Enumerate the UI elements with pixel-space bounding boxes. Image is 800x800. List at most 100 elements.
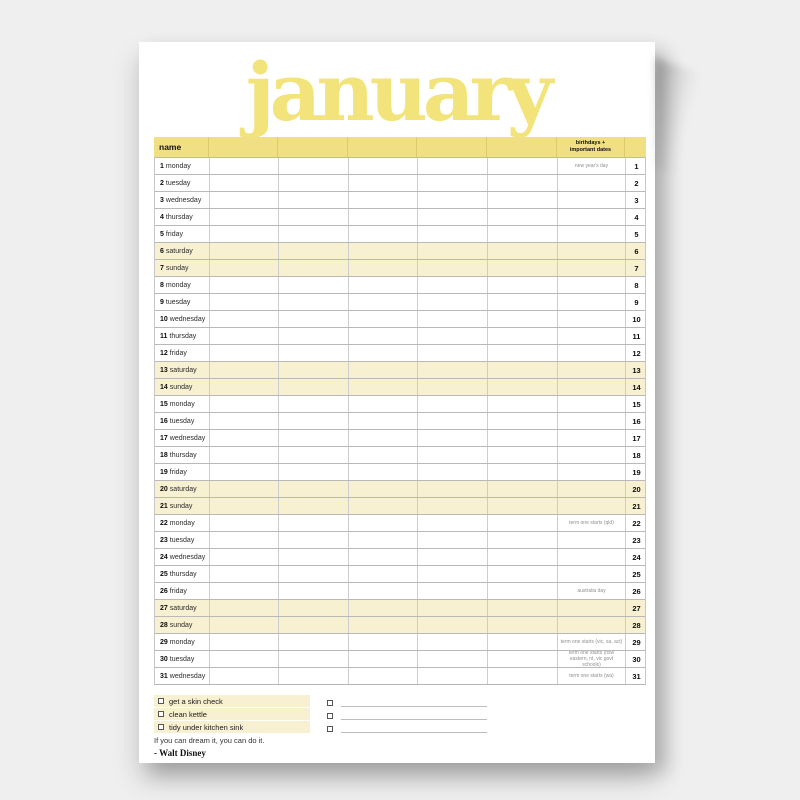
entry-cell bbox=[488, 243, 558, 259]
month-title: january bbox=[245, 45, 554, 139]
entry-cell bbox=[349, 294, 418, 310]
entry-cell bbox=[418, 379, 488, 395]
checkbox-icon[interactable] bbox=[327, 713, 333, 719]
day-number: 8 bbox=[634, 280, 639, 290]
day-label: 23 tuesday bbox=[155, 532, 210, 548]
calendar-row-29: 29 monday term one starts (vic, sa, act) 29 bbox=[155, 633, 645, 650]
day-label: 2 tuesday bbox=[155, 175, 210, 191]
day-label: 22 monday bbox=[155, 515, 210, 531]
entry-cell bbox=[418, 464, 488, 480]
entry-cell bbox=[418, 328, 488, 344]
entry-cell bbox=[488, 379, 558, 395]
entry-cell bbox=[349, 600, 418, 616]
calendar-row-25: 25 thursday 25 bbox=[155, 565, 645, 582]
calendar-row-28: 28 sunday 28 bbox=[155, 616, 645, 633]
entry-cell bbox=[349, 260, 418, 276]
entry-cell bbox=[488, 447, 558, 463]
entry-cell bbox=[279, 566, 349, 582]
note-cell bbox=[558, 396, 626, 412]
entry-cell bbox=[418, 175, 488, 191]
note-cell: term one starts (qld) bbox=[558, 515, 626, 531]
entry-cell bbox=[279, 498, 349, 514]
entry-cell bbox=[418, 209, 488, 225]
entry-cell bbox=[488, 498, 558, 514]
entry-cell bbox=[488, 566, 558, 582]
entry-cell bbox=[210, 430, 279, 446]
calendar-row-8: 8 monday 8 bbox=[155, 276, 645, 293]
calendar-row-7: 7 sunday 7 bbox=[155, 259, 645, 276]
day-label: 27 saturday bbox=[155, 600, 210, 616]
checkbox-icon[interactable] bbox=[327, 726, 333, 732]
day-number: 13 bbox=[632, 365, 641, 375]
entry-cell bbox=[418, 311, 488, 327]
quote-text: If you can dream it, you can do it. bbox=[154, 736, 265, 745]
day-number: 2 bbox=[634, 178, 639, 188]
entry-cell bbox=[349, 226, 418, 242]
calendar-row-6: 6 saturday 6 bbox=[155, 242, 645, 259]
day-number: 25 bbox=[632, 569, 641, 579]
entry-cell bbox=[210, 260, 279, 276]
entry-cell bbox=[210, 532, 279, 548]
day-number: 15 bbox=[632, 399, 641, 409]
entry-cell bbox=[279, 311, 349, 327]
day-number: 31 bbox=[632, 671, 641, 681]
day-label: 19 friday bbox=[155, 464, 210, 480]
note-cell bbox=[558, 498, 626, 514]
entry-cell bbox=[279, 464, 349, 480]
calendar-row-21: 21 sunday 21 bbox=[155, 497, 645, 514]
entry-cell bbox=[418, 396, 488, 412]
day-label: 17 wednesday bbox=[155, 430, 210, 446]
day-label: 26 friday bbox=[155, 583, 210, 599]
entry-cell bbox=[279, 158, 349, 174]
entry-cell bbox=[349, 668, 418, 684]
day-number: 6 bbox=[634, 246, 639, 256]
calendar-row-14: 14 sunday 14 bbox=[155, 378, 645, 395]
calendar-row-3: 3 wednesday 3 bbox=[155, 191, 645, 208]
entry-cell bbox=[279, 413, 349, 429]
day-label: 30 tuesday bbox=[155, 651, 210, 667]
day-number: 26 bbox=[632, 586, 641, 596]
entry-cell bbox=[210, 277, 279, 293]
todo-label: tidy under kitchen sink bbox=[169, 722, 244, 732]
day-label: 18 thursday bbox=[155, 447, 210, 463]
entry-cell bbox=[279, 277, 349, 293]
entry-cell bbox=[279, 379, 349, 395]
entry-cell bbox=[349, 277, 418, 293]
day-label: 31 wednesday bbox=[155, 668, 210, 684]
entry-cell bbox=[418, 566, 488, 582]
daynum-column-header bbox=[625, 137, 646, 157]
entry-cell bbox=[488, 158, 558, 174]
checkbox-icon[interactable] bbox=[158, 698, 164, 704]
blank-todo-row bbox=[327, 721, 487, 733]
blank-write-line bbox=[341, 711, 487, 720]
calendar-row-31: 31 wednesday term one starts (wa) 31 bbox=[155, 667, 645, 684]
entry-cell bbox=[349, 311, 418, 327]
note-cell bbox=[558, 328, 626, 344]
calendar-row-16: 16 tuesday 16 bbox=[155, 412, 645, 429]
checkbox-icon[interactable] bbox=[158, 724, 164, 730]
note-cell bbox=[558, 617, 626, 633]
day-number: 27 bbox=[632, 603, 641, 613]
entry-cell bbox=[210, 328, 279, 344]
checkbox-icon[interactable] bbox=[158, 711, 164, 717]
entry-cell bbox=[488, 362, 558, 378]
entry-cell bbox=[418, 515, 488, 531]
header-spacer-cell bbox=[209, 137, 278, 157]
entry-cell bbox=[279, 549, 349, 565]
note-cell bbox=[558, 447, 626, 463]
note-cell bbox=[558, 379, 626, 395]
birthdays-column-header: birthdays + important dates bbox=[557, 137, 625, 157]
checkbox-icon[interactable] bbox=[327, 700, 333, 706]
todo-label: get a skin check bbox=[169, 696, 223, 706]
day-number: 4 bbox=[634, 212, 639, 222]
page-curl-shadow bbox=[655, 58, 697, 182]
entry-cell bbox=[210, 379, 279, 395]
entry-cell bbox=[488, 651, 558, 667]
entry-cell bbox=[349, 464, 418, 480]
day-label: 20 saturday bbox=[155, 481, 210, 497]
entry-cell bbox=[349, 413, 418, 429]
entry-cell bbox=[488, 481, 558, 497]
entry-cell bbox=[349, 396, 418, 412]
header-spacer-cell bbox=[487, 137, 557, 157]
todo-item: clean kettle bbox=[154, 708, 310, 720]
